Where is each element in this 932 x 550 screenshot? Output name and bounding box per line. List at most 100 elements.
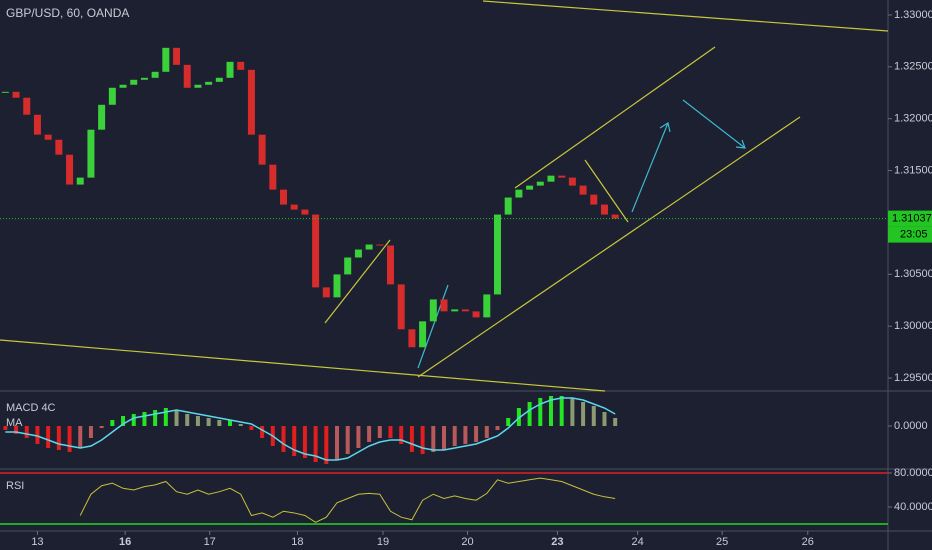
macd-bar	[591, 406, 596, 426]
macd-bar	[174, 410, 179, 426]
macd-bar	[516, 408, 521, 426]
macd-bar	[110, 420, 115, 426]
macd-bar	[153, 410, 158, 426]
macd-bar	[88, 426, 93, 438]
candle	[23, 97, 31, 115]
macd-bar	[56, 426, 61, 450]
macd-bar	[131, 414, 136, 426]
candle	[365, 244, 373, 250]
candle	[600, 204, 608, 215]
trend-lines	[0, 0, 889, 392]
macd-bar	[35, 426, 40, 444]
macd-bar	[206, 418, 211, 426]
candle	[376, 244, 384, 246]
y-tick-label: 1.31500	[894, 164, 932, 176]
macd-bar	[377, 426, 382, 438]
trend-line	[324, 239, 391, 324]
pane-title: MACD 4C	[6, 402, 56, 414]
pane-title: RSI	[6, 480, 24, 492]
trend-line	[0, 339, 606, 392]
candle	[140, 77, 148, 80]
macd-bar	[548, 396, 553, 426]
x-tick-label: 26	[802, 536, 814, 548]
macd-bar	[228, 420, 233, 426]
macd-bar	[249, 426, 254, 430]
candle	[44, 134, 52, 140]
x-tick-label: 18	[291, 536, 303, 548]
candle	[98, 104, 106, 130]
macd-bar	[3, 426, 8, 430]
candle	[66, 154, 74, 185]
candle	[333, 274, 341, 298]
y-tick-label: 1.29500	[894, 372, 932, 384]
x-tick-label: 20	[461, 536, 473, 548]
x-tick-label: 13	[31, 536, 43, 548]
candle	[226, 61, 234, 78]
candle	[344, 257, 352, 275]
projection-arrows	[417, 99, 746, 369]
macd-bar	[484, 426, 489, 438]
y-tick-label: 0.0000	[894, 420, 928, 432]
macd-bar	[324, 426, 329, 464]
countdown-label: 23:05	[900, 229, 928, 241]
x-tick-label: 19	[377, 536, 389, 548]
candle	[87, 129, 95, 178]
candle	[397, 284, 405, 330]
candle	[173, 47, 181, 65]
macd-bar	[474, 426, 479, 442]
macd-bar	[506, 418, 511, 426]
macd-bar	[613, 418, 618, 426]
macd-bar	[281, 426, 286, 452]
macd-bar	[527, 402, 532, 426]
x-tick-label: 25	[716, 536, 728, 548]
macd-bar	[581, 402, 586, 426]
macd-bar	[345, 426, 350, 454]
y-tick-label: 1.32000	[894, 113, 932, 125]
arrow-line	[682, 99, 746, 149]
candle	[451, 309, 459, 312]
last-price-box	[888, 210, 932, 227]
macd-bar	[367, 426, 372, 442]
candle	[258, 134, 266, 165]
macd-bar	[431, 426, 436, 452]
signal-line	[5, 397, 616, 461]
trend-line	[584, 159, 629, 223]
candle	[33, 114, 41, 135]
y-tick-label: 80.0000	[894, 467, 932, 479]
candle	[237, 61, 245, 70]
trend-line	[514, 46, 716, 189]
macd-bar	[163, 408, 168, 426]
macd-bar	[121, 416, 126, 426]
macd-bar	[570, 398, 575, 426]
candle	[55, 139, 63, 155]
candle	[568, 177, 576, 186]
candle	[483, 294, 491, 318]
x-tick-label: 23	[551, 536, 563, 548]
candle	[408, 329, 416, 348]
macd-bar	[538, 398, 543, 426]
candle	[611, 214, 619, 219]
candle	[119, 84, 127, 88]
candle	[536, 181, 544, 186]
macd-bar	[313, 426, 318, 462]
macd-bar	[452, 426, 457, 446]
y-tick-label: 1.32500	[894, 61, 932, 73]
candle	[280, 189, 288, 205]
trend-line	[417, 116, 801, 378]
macd-bar	[399, 426, 404, 444]
candle	[290, 204, 298, 210]
arrow-head	[735, 139, 746, 149]
macd-bar	[46, 426, 51, 448]
candle	[269, 164, 277, 190]
x-tick-label: 16	[119, 536, 131, 548]
candle	[590, 194, 598, 205]
candle	[205, 81, 213, 85]
macd-bar	[14, 426, 19, 434]
candle	[493, 214, 501, 295]
macd-bar	[463, 426, 468, 444]
macd-bar	[602, 412, 607, 426]
arrow-line	[417, 284, 449, 369]
